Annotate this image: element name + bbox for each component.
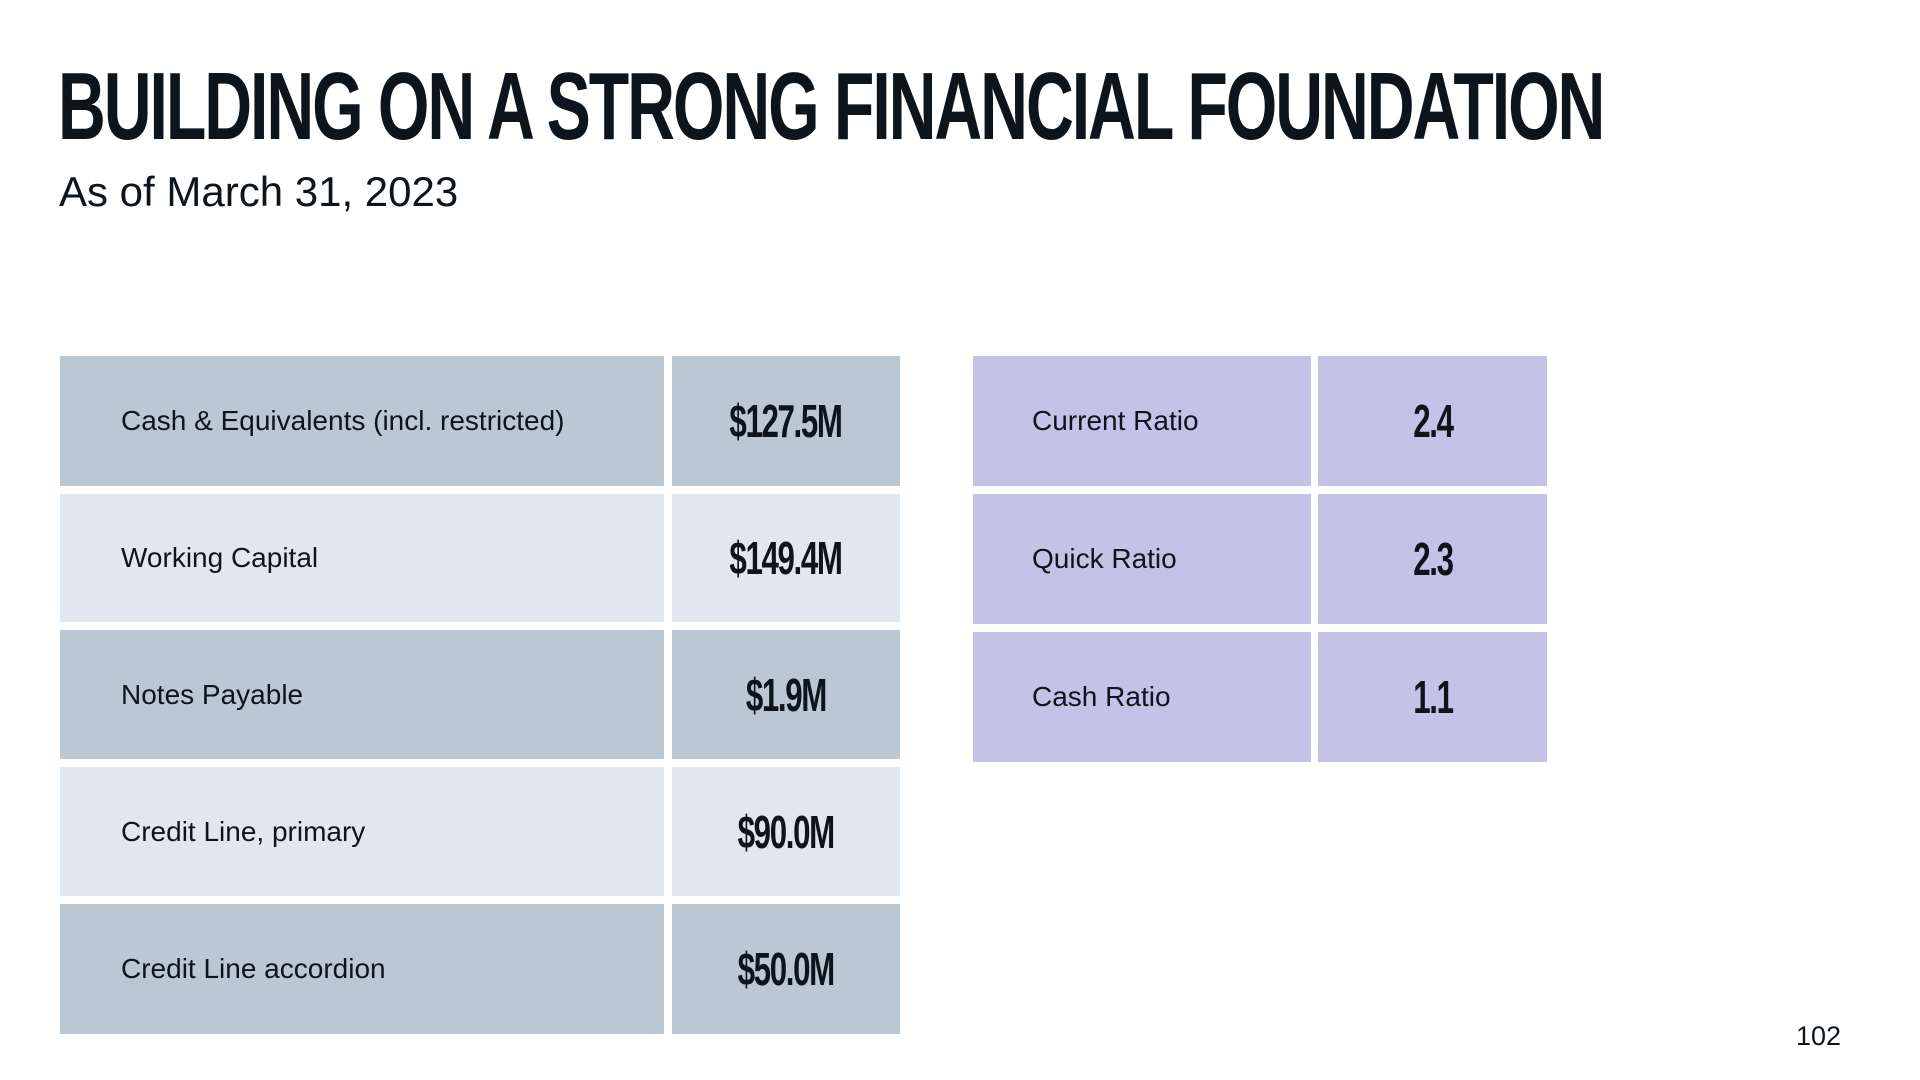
page-number: 102 (1796, 1021, 1842, 1051)
balance-row-value-working-capital: $149.4M (672, 494, 900, 622)
ratio-label-text: Cash Ratio (1032, 681, 1171, 712)
balance-row-value-credit-accordion: $50.0M (672, 904, 900, 1034)
balance-value-text: $1.9M (745, 668, 828, 721)
balance-label-text: Cash & Equivalents (incl. restricted) (121, 405, 565, 436)
balance-row-label-cash: Cash & Equivalents (incl. restricted) (60, 356, 664, 486)
balance-label-text: Credit Line, primary (121, 815, 366, 847)
balance-row-label-credit-accordion: Credit Line accordion (60, 904, 664, 1034)
ratio-row-label-cash: Cash Ratio (973, 632, 1311, 762)
ratio-row-label-current: Current Ratio (973, 356, 1311, 486)
balance-row-label-credit-primary: Credit Line, primary (60, 767, 664, 896)
balance-value-text: $50.0M (737, 943, 836, 995)
balance-label-text: Notes Payable (121, 678, 304, 710)
balance-row-value-cash: $127.5M (672, 356, 900, 486)
balance-value-text: $149.4M (729, 532, 844, 584)
ratio-row-value-quick: 2.3 (1318, 494, 1547, 624)
slide-title: BUILDING ON A STRONG FINANCIAL FOUNDATIO… (58, 53, 1605, 160)
ratio-label-text: Current Ratio (1032, 405, 1199, 436)
ratio-value-text: 1.1 (1412, 671, 1454, 723)
balance-value-text: $127.5M (729, 395, 844, 447)
ratio-value-text: 2.4 (1412, 395, 1454, 447)
ratio-label-text: Quick Ratio (1032, 543, 1177, 574)
ratio-row-value-current: 2.4 (1318, 356, 1547, 486)
balance-label-text: Working Capital (121, 542, 319, 573)
ratio-row-label-quick: Quick Ratio (973, 494, 1311, 624)
ratio-row-value-cash: 1.1 (1318, 632, 1547, 762)
slide-subtitle: As of March 31, 2023 (59, 168, 459, 215)
balance-row-label-notes-payable: Notes Payable (60, 630, 664, 759)
balance-row-label-working-capital: Working Capital (60, 494, 664, 622)
ratio-value-text: 2.3 (1412, 533, 1454, 585)
balance-value-text: $90.0M (737, 805, 836, 858)
balance-label-text: Credit Line accordion (121, 953, 386, 984)
balance-row-value-notes-payable: $1.9M (672, 630, 900, 759)
balance-row-value-credit-primary: $90.0M (672, 767, 900, 896)
